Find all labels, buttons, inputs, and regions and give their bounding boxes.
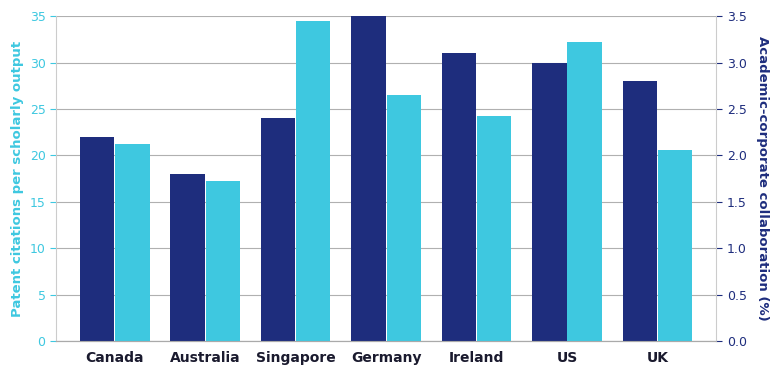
Bar <box>568 42 602 341</box>
Y-axis label: Academic-corporate collaboration (%): Academic-corporate collaboration (%) <box>756 36 769 321</box>
Bar <box>80 137 115 341</box>
Bar <box>115 144 150 341</box>
Bar <box>622 81 657 341</box>
Bar <box>296 21 331 341</box>
Bar <box>387 95 421 341</box>
Bar <box>170 174 205 341</box>
Bar <box>532 62 566 341</box>
Bar <box>206 182 240 341</box>
Bar <box>261 118 295 341</box>
Bar <box>441 53 476 341</box>
Bar <box>351 16 385 341</box>
Y-axis label: Patent citations per scholarly output: Patent citations per scholarly output <box>11 41 24 317</box>
Bar <box>477 117 512 341</box>
Bar <box>658 150 693 341</box>
